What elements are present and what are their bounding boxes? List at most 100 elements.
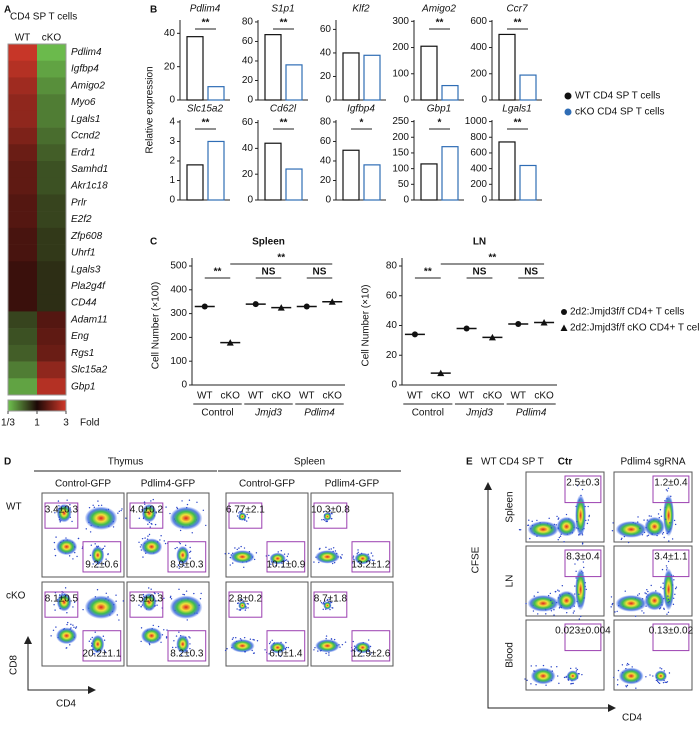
flow-event [235, 636, 237, 639]
flow-event [196, 501, 198, 504]
heatmap-cell [37, 227, 66, 245]
flow-event [178, 631, 180, 633]
flow-event [320, 602, 323, 604]
gene-label: Erdr1 [71, 147, 95, 158]
x-tick-label: WT [248, 391, 264, 402]
heatmap-cell [37, 278, 66, 296]
flow-event [647, 534, 650, 536]
colorbar-tick-label: 1 [34, 418, 40, 429]
y-tick-label: 40 [242, 143, 254, 154]
flow-event [322, 518, 325, 521]
flow-event [352, 557, 354, 559]
flow-event [147, 535, 149, 537]
flow-density [315, 639, 340, 653]
flow-event [175, 646, 177, 649]
flow-event [526, 679, 528, 682]
flow-event [287, 646, 290, 649]
y-tick-label: 400 [470, 42, 487, 53]
mean-marker [226, 339, 234, 346]
flow-event [578, 673, 580, 675]
significance-label: ** [280, 18, 288, 29]
y-tick-label: 40 [242, 56, 254, 67]
bar [207, 140, 225, 201]
flow-event [577, 527, 579, 530]
y-tick-label: 60 [320, 24, 332, 35]
gene-label: Gbp1 [71, 381, 95, 392]
gene-label: Igfbp4 [71, 64, 99, 75]
flow-event [268, 653, 270, 655]
heatmap-cell [8, 60, 37, 78]
flow-event [189, 643, 191, 645]
flow-event [314, 647, 316, 649]
flow-density [84, 595, 118, 619]
flow-event [243, 636, 246, 639]
gate-label: 3.5±0.3 [130, 594, 164, 605]
flow-event [280, 549, 283, 552]
chart-title: Igfbp4 [347, 104, 375, 115]
flow-event [179, 542, 181, 545]
flow-event [163, 540, 165, 542]
heatmap-cell [37, 194, 66, 212]
y-tick-label: 100 [170, 356, 187, 367]
flow-event [341, 643, 344, 646]
flow-density [269, 552, 286, 565]
flow-event [171, 646, 174, 649]
flow-event [576, 484, 579, 487]
heatmap-cell [8, 344, 37, 362]
flow-event [264, 649, 266, 651]
significance-label: ** [514, 118, 522, 129]
flow-event [174, 547, 176, 550]
flow-event [280, 655, 282, 658]
flow-event [331, 517, 333, 520]
flow-event [575, 570, 577, 572]
flow-event [328, 548, 330, 551]
y-tick-label: 40 [320, 156, 332, 167]
heatmap-cell [8, 278, 37, 296]
gene-label: Pdlim4 [71, 47, 102, 58]
gate [129, 502, 164, 529]
flow-event [249, 638, 252, 640]
flow-event [152, 624, 154, 627]
gate [652, 475, 690, 504]
group-label: Jmjd3 [254, 408, 282, 419]
flow-event [159, 539, 161, 541]
flow-event [143, 501, 146, 503]
flow-event [229, 564, 231, 566]
gate-label: 8.9±0.3 [170, 560, 204, 571]
mean-marker [303, 303, 310, 310]
gate [564, 623, 602, 652]
y-tick-label: 400 [170, 284, 187, 295]
flow-event [121, 508, 123, 510]
heatmap-title: CD4 SP T cells [10, 12, 77, 23]
heatmap-cell [37, 77, 66, 95]
flow-event [649, 674, 651, 676]
flow-event [142, 556, 144, 558]
axis-label: CFSE [471, 546, 482, 573]
flow-event [528, 519, 530, 521]
gate-label: 4.0±0.2 [130, 505, 164, 516]
bar [420, 45, 438, 101]
flow-event [188, 499, 191, 501]
flow-density [663, 568, 675, 611]
mean-marker [411, 331, 418, 338]
flow-event [626, 684, 629, 687]
flow-event [52, 629, 55, 631]
flow-event [617, 679, 619, 681]
flow-density [527, 595, 559, 612]
flow-event [537, 591, 539, 594]
heatmap-cell [8, 378, 37, 396]
flow-event [324, 600, 326, 603]
x-tick-label: WT [510, 391, 526, 402]
y-tick-label: 80 [386, 261, 398, 272]
heatmap-cell [37, 311, 66, 329]
gate [266, 541, 306, 573]
flow-event [545, 684, 547, 686]
flow-event [367, 639, 370, 641]
flow-event [646, 535, 648, 537]
flow-event [138, 517, 141, 520]
flow-event [666, 532, 668, 535]
flow-event [660, 668, 663, 670]
flow-event [186, 503, 189, 506]
gene-label: Rgs1 [71, 348, 94, 359]
flow-event [269, 641, 272, 643]
